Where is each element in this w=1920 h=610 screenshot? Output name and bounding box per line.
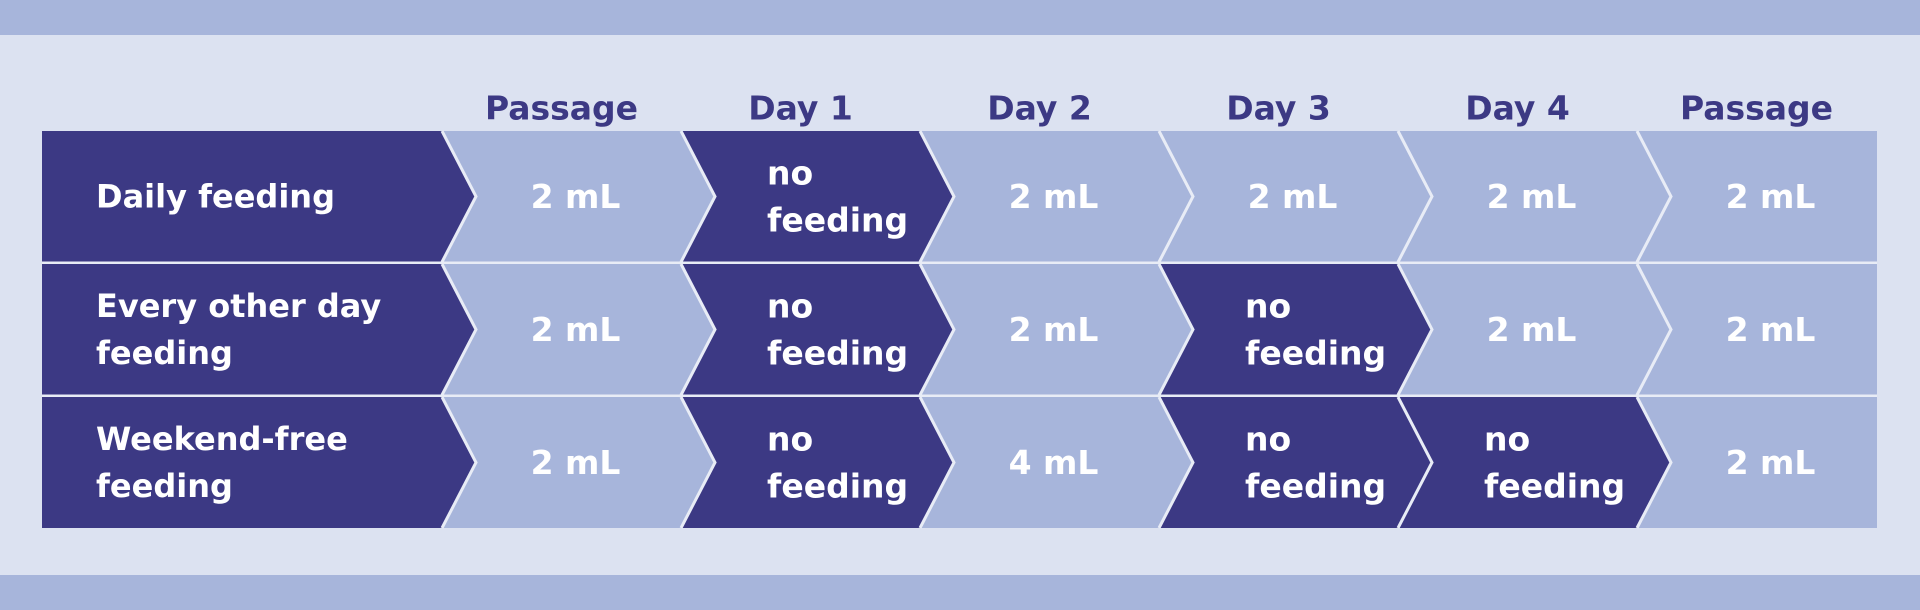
row-label-line: Weekend-free <box>96 420 348 458</box>
feed-volume: 2 mL <box>1009 177 1099 216</box>
column-header: Day 2 <box>987 89 1092 128</box>
schedule-row: Daily feeding 2 mL no feeding 2 mL 2 mL 2 mL 2 … <box>42 130 1877 265</box>
row-label-chevron <box>42 264 476 395</box>
no-feeding-chevron <box>1159 397 1432 528</box>
cell-separator <box>1157 396 1195 529</box>
no-feeding-chevron <box>681 131 954 262</box>
row-label: Weekend-free feeding <box>96 420 348 505</box>
no-feeding-label: no feeding <box>1245 420 1386 506</box>
feed-volume-line: 2 mL <box>1009 310 1099 349</box>
no-feeding-label-line: no <box>1245 287 1291 326</box>
no-feeding-label-line: no <box>1245 420 1291 459</box>
no-feeding-label: no feeding <box>1484 420 1625 506</box>
feed-volume: 2 mL <box>1487 177 1577 216</box>
cell-separator <box>679 130 717 263</box>
no-feeding-label-line: no <box>767 420 813 459</box>
no-feeding-label-line: no <box>1484 420 1530 459</box>
feed-volume-line: 2 mL <box>531 443 621 482</box>
feed-volume: 2 mL <box>531 177 621 216</box>
bottom-band <box>0 575 1920 610</box>
feed-volume-line: 4 mL <box>1009 443 1099 482</box>
cell-separator <box>1635 263 1673 396</box>
cell-separator <box>679 396 717 529</box>
no-feeding-label-line: feeding <box>767 467 908 506</box>
column-header: Day 4 <box>1465 89 1570 128</box>
feed-volume: 2 mL <box>531 443 621 482</box>
feed-volume-line: 2 mL <box>1726 177 1816 216</box>
feed-volume-line: 2 mL <box>1248 177 1338 216</box>
no-feeding-chevron <box>681 264 954 395</box>
feed-volume-line: 2 mL <box>1487 310 1577 349</box>
row-label-line: Daily feeding <box>96 178 335 216</box>
row-label-chevron <box>42 131 476 262</box>
cell-separator <box>1396 396 1434 529</box>
cell-separator <box>918 130 956 263</box>
no-feeding-label-line: feeding <box>1245 467 1386 506</box>
no-feeding-label: no feeding <box>767 287 908 373</box>
feed-volume: 2 mL <box>531 310 621 349</box>
row-label-line: Every other day <box>96 287 381 325</box>
schedule-row: Every other day feeding 2 mL no feeding 2 mL n… <box>42 263 1877 398</box>
no-feeding-label-line: feeding <box>1245 334 1386 373</box>
row-label-line: feeding <box>96 467 233 505</box>
no-feeding-chevron <box>1159 264 1432 395</box>
row-label: Daily feeding <box>96 178 335 216</box>
feed-volume: 2 mL <box>1248 177 1338 216</box>
row-background <box>442 131 1877 262</box>
cell-separator <box>1396 263 1434 396</box>
cell-separator <box>679 263 717 396</box>
feed-volume: 2 mL <box>1726 443 1816 482</box>
column-header: Passage <box>1680 89 1833 128</box>
feed-volume-line: 2 mL <box>531 310 621 349</box>
feed-volume-line: 2 mL <box>531 177 621 216</box>
no-feeding-label-line: no <box>767 154 813 193</box>
column-header: Day 1 <box>748 89 853 128</box>
column-headers: Passage Day 1 Day 2 Day 3 Day 4 Passage <box>485 89 1833 128</box>
feed-volume: 2 mL <box>1726 177 1816 216</box>
no-feeding-label: no feeding <box>767 420 908 506</box>
no-feeding-label-line: no <box>767 287 813 326</box>
cell-separator <box>1635 130 1673 263</box>
cell-separator <box>1157 130 1195 263</box>
row-label-chevron <box>42 397 476 528</box>
no-feeding-chevron <box>681 397 954 528</box>
feed-volume-line: 2 mL <box>1487 177 1577 216</box>
cell-separator <box>440 130 478 263</box>
cell-separator <box>1635 396 1673 529</box>
cell-separator <box>1157 263 1195 396</box>
no-feeding-chevron <box>1398 397 1671 528</box>
feed-volume-line: 2 mL <box>1726 443 1816 482</box>
column-header: Day 3 <box>1226 89 1331 128</box>
no-feeding-label-line: feeding <box>767 334 908 373</box>
feed-volume: 2 mL <box>1009 310 1099 349</box>
cell-separator <box>918 396 956 529</box>
cell-separator <box>440 263 478 396</box>
cell-separator <box>440 396 478 529</box>
cell-separator <box>1396 130 1434 263</box>
no-feeding-label-line: feeding <box>1484 467 1625 506</box>
row-label-line: feeding <box>96 334 233 372</box>
column-header: Passage <box>485 89 638 128</box>
feed-volume-line: 2 mL <box>1726 310 1816 349</box>
top-band <box>0 0 1920 35</box>
row-label: Every other day feeding <box>96 287 381 372</box>
row-background <box>442 264 1877 395</box>
feed-volume: 4 mL <box>1009 443 1099 482</box>
no-feeding-label-line: feeding <box>767 201 908 240</box>
no-feeding-label: no feeding <box>767 154 908 240</box>
schedule-row: Weekend-free feeding 2 mL no feeding 4 mL no fe… <box>42 396 1877 529</box>
no-feeding-label: no feeding <box>1245 287 1386 373</box>
cell-separator <box>918 263 956 396</box>
feed-volume-line: 2 mL <box>1009 177 1099 216</box>
feed-volume: 2 mL <box>1726 310 1816 349</box>
schedule-cells: Daily feeding 2 mL no feeding 2 mL 2 mL 2 mL 2 … <box>42 130 1877 529</box>
feed-volume: 2 mL <box>1487 310 1577 349</box>
